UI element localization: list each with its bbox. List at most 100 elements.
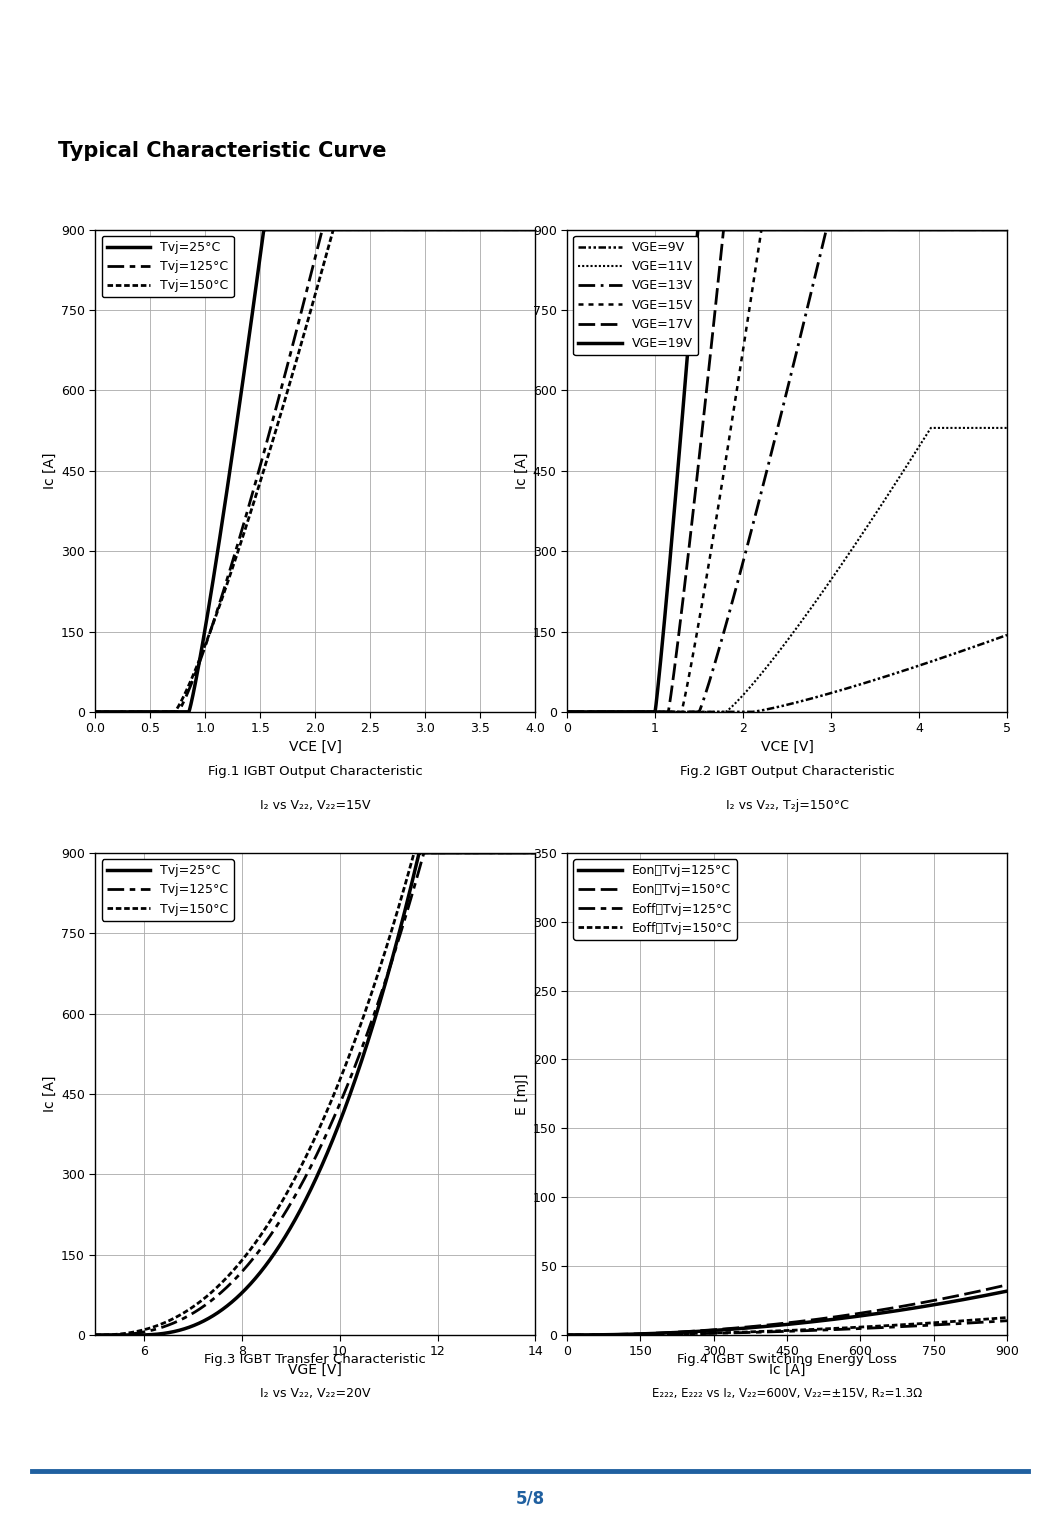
Tvj=125°C xyxy=(529,844,542,862)
Line: Tvj=125°C: Tvj=125°C xyxy=(95,230,535,712)
Tvj=150°C xyxy=(303,1141,316,1159)
Eoff，Tvj=150°C xyxy=(1001,1309,1013,1327)
Tvj=150°C xyxy=(303,306,316,325)
Tvj=150°C xyxy=(436,220,448,239)
Legend: Tvj=25°C, Tvj=125°C, Tvj=150°C: Tvj=25°C, Tvj=125°C, Tvj=150°C xyxy=(102,236,233,297)
Y-axis label: Ic [A]: Ic [A] xyxy=(42,1076,57,1112)
Tvj=25°C xyxy=(516,844,529,862)
Tvj=25°C xyxy=(292,220,304,239)
Legend: Eon，Tvj=125°C, Eon，Tvj=150°C, Eoff，Tvj=125°C, Eoff，Tvj=150°C: Eon，Tvj=125°C, Eon，Tvj=150°C, Eoff，Tvj=1… xyxy=(573,859,738,940)
Line: Tvj=125°C: Tvj=125°C xyxy=(95,853,535,1335)
Tvj=150°C xyxy=(111,703,124,721)
Tvj=150°C xyxy=(89,703,102,721)
Tvj=25°C xyxy=(111,1326,124,1344)
Text: E₂₂₂, E₂₂₂ vs I₂, V₂₂=600V, V₂₂=±15V, R₂=1.3Ω: E₂₂₂, E₂₂₂ vs I₂, V₂₂=600V, V₂₂=±15V, R₂… xyxy=(652,1387,922,1399)
Y-axis label: Ic [A]: Ic [A] xyxy=(514,453,529,488)
Tvj=150°C xyxy=(292,348,304,366)
Text: Typical Characteristic Curve: Typical Characteristic Curve xyxy=(58,141,387,161)
Eon，Tvj=150°C xyxy=(775,1315,788,1334)
Eon，Tvj=125°C xyxy=(763,1317,776,1335)
Legend: Tvj=25°C, Tvj=125°C, Tvj=150°C: Tvj=25°C, Tvj=125°C, Tvj=150°C xyxy=(102,859,233,920)
Tvj=25°C xyxy=(89,1326,102,1344)
Line: Tvj=25°C: Tvj=25°C xyxy=(95,230,535,712)
Eoff，Tvj=150°C xyxy=(988,1309,1001,1327)
Eoff，Tvj=150°C xyxy=(763,1321,776,1340)
Tvj=125°C xyxy=(89,1326,102,1344)
Eon，Tvj=125°C xyxy=(988,1285,1001,1303)
Y-axis label: E [mJ]: E [mJ] xyxy=(515,1073,529,1115)
Eon，Tvj=150°C xyxy=(907,1295,920,1314)
X-axis label: Ic [A]: Ic [A] xyxy=(768,1363,806,1376)
Tvj=25°C xyxy=(303,1183,316,1202)
Tvj=150°C xyxy=(436,844,448,862)
Text: Fig.2 IGBT Output Characteristic: Fig.2 IGBT Output Characteristic xyxy=(679,766,895,778)
Tvj=125°C xyxy=(303,271,316,289)
Line: Eon，Tvj=125°C: Eon，Tvj=125°C xyxy=(567,1291,1007,1335)
X-axis label: VCE [V]: VCE [V] xyxy=(289,739,341,753)
Tvj=125°C xyxy=(111,1326,124,1344)
Tvj=150°C xyxy=(111,1324,124,1343)
Tvj=125°C xyxy=(89,703,102,721)
Eoff，Tvj=150°C xyxy=(561,1326,573,1344)
Tvj=25°C xyxy=(258,220,270,239)
Line: Tvj=150°C: Tvj=150°C xyxy=(95,230,535,712)
X-axis label: VGE [V]: VGE [V] xyxy=(288,1363,342,1376)
Eon，Tvj=125°C xyxy=(775,1315,788,1334)
Tvj=150°C xyxy=(516,220,529,239)
Text: I₂ vs V₂₂, V₂₂=15V: I₂ vs V₂₂, V₂₂=15V xyxy=(260,799,371,811)
Eon，Tvj=125°C xyxy=(561,1326,573,1344)
Tvj=25°C xyxy=(529,844,542,862)
Tvj=150°C xyxy=(408,844,421,862)
Eon，Tvj=125°C xyxy=(907,1298,920,1317)
Tvj=150°C xyxy=(529,844,542,862)
Eoff，Tvj=125°C xyxy=(763,1323,776,1341)
Tvj=125°C xyxy=(292,1182,304,1200)
Line: Eoff，Tvj=150°C: Eoff，Tvj=150°C xyxy=(567,1318,1007,1335)
Eon，Tvj=150°C xyxy=(763,1315,776,1334)
Tvj=125°C xyxy=(516,220,529,239)
Tvj=125°C xyxy=(516,220,529,239)
Tvj=25°C xyxy=(89,703,102,721)
Eon，Tvj=125°C xyxy=(988,1285,1001,1303)
Tvj=125°C xyxy=(436,844,448,862)
Tvj=150°C xyxy=(516,220,529,239)
Y-axis label: Ic [A]: Ic [A] xyxy=(42,453,57,488)
Eon，Tvj=125°C xyxy=(583,1326,596,1344)
X-axis label: VCE [V]: VCE [V] xyxy=(761,739,813,753)
Tvj=150°C xyxy=(292,1164,304,1182)
Text: I₂ vs V₂₂, T₂j=150°C: I₂ vs V₂₂, T₂j=150°C xyxy=(726,799,848,811)
Eoff，Tvj=125°C xyxy=(775,1323,788,1341)
Eoff，Tvj=125°C xyxy=(583,1326,596,1344)
Tvj=25°C xyxy=(111,703,124,721)
Tvj=150°C xyxy=(326,220,339,239)
Eon，Tvj=150°C xyxy=(1001,1275,1013,1294)
Tvj=25°C xyxy=(516,220,529,239)
Tvj=25°C xyxy=(516,220,529,239)
Eon，Tvj=125°C xyxy=(1001,1281,1013,1300)
Line: Tvj=150°C: Tvj=150°C xyxy=(95,853,535,1335)
Tvj=150°C xyxy=(516,844,529,862)
Eon，Tvj=150°C xyxy=(583,1326,596,1344)
Line: Tvj=25°C: Tvj=25°C xyxy=(95,853,535,1335)
Tvj=125°C xyxy=(516,844,529,862)
Eoff，Tvj=150°C xyxy=(907,1315,920,1334)
Tvj=25°C xyxy=(436,844,448,862)
Tvj=25°C xyxy=(413,844,426,862)
Line: Eon，Tvj=150°C: Eon，Tvj=150°C xyxy=(567,1285,1007,1335)
Text: Fig.1 IGBT Output Characteristic: Fig.1 IGBT Output Characteristic xyxy=(208,766,423,778)
Line: Eoff，Tvj=125°C: Eoff，Tvj=125°C xyxy=(567,1321,1007,1335)
Tvj=150°C xyxy=(89,1326,102,1344)
Eoff，Tvj=150°C xyxy=(775,1321,788,1340)
Text: Fig.4 IGBT Switching Energy Loss: Fig.4 IGBT Switching Energy Loss xyxy=(677,1353,897,1366)
Eon，Tvj=150°C xyxy=(988,1278,1001,1297)
Eoff，Tvj=125°C xyxy=(561,1326,573,1344)
Tvj=125°C xyxy=(529,220,542,239)
Tvj=25°C xyxy=(292,1206,304,1225)
Tvj=125°C xyxy=(303,1160,316,1179)
Eoff，Tvj=125°C xyxy=(907,1317,920,1335)
Eoff，Tvj=150°C xyxy=(988,1309,1001,1327)
Text: I₂ vs V₂₂, V₂₂=20V: I₂ vs V₂₂, V₂₂=20V xyxy=(260,1387,371,1399)
Tvj=25°C xyxy=(516,844,529,862)
Eoff，Tvj=125°C xyxy=(1001,1312,1013,1330)
Tvj=125°C xyxy=(111,703,124,721)
